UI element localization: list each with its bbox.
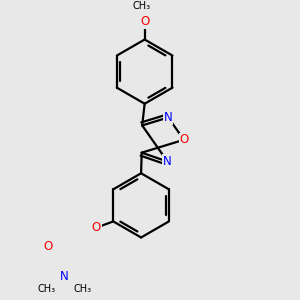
- Text: CH₃: CH₃: [132, 1, 150, 10]
- Text: N: N: [164, 111, 172, 124]
- Text: O: O: [179, 133, 188, 146]
- Text: CH₃: CH₃: [37, 284, 56, 294]
- Text: O: O: [92, 221, 101, 234]
- Text: N: N: [163, 155, 172, 168]
- Text: O: O: [44, 240, 53, 253]
- Text: N: N: [60, 270, 69, 283]
- Text: O: O: [140, 15, 149, 28]
- Text: CH₃: CH₃: [73, 284, 91, 294]
